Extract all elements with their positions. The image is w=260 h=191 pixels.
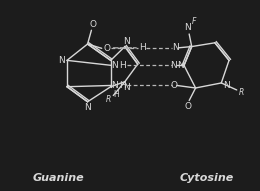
Text: R: R bbox=[239, 88, 244, 97]
Text: H: H bbox=[119, 81, 126, 90]
Text: H: H bbox=[113, 91, 119, 100]
Text: N: N bbox=[223, 81, 230, 90]
Text: N: N bbox=[170, 61, 177, 70]
Text: H: H bbox=[139, 43, 146, 52]
Text: Guanine: Guanine bbox=[32, 173, 84, 183]
Text: O: O bbox=[90, 20, 97, 29]
Text: R: R bbox=[106, 95, 111, 104]
Text: N: N bbox=[177, 61, 184, 70]
Text: O: O bbox=[104, 44, 111, 53]
Text: F: F bbox=[192, 17, 197, 27]
Text: Cytosine: Cytosine bbox=[180, 173, 234, 183]
Text: O: O bbox=[184, 102, 191, 111]
Text: N: N bbox=[58, 56, 65, 65]
Text: N: N bbox=[172, 43, 178, 52]
Text: N: N bbox=[111, 61, 118, 70]
Text: N: N bbox=[111, 81, 118, 90]
Text: O: O bbox=[170, 81, 177, 90]
Text: H: H bbox=[119, 61, 126, 70]
Text: N: N bbox=[185, 23, 191, 32]
Text: N: N bbox=[124, 36, 130, 45]
Text: N: N bbox=[84, 103, 91, 112]
Text: N: N bbox=[123, 83, 129, 92]
